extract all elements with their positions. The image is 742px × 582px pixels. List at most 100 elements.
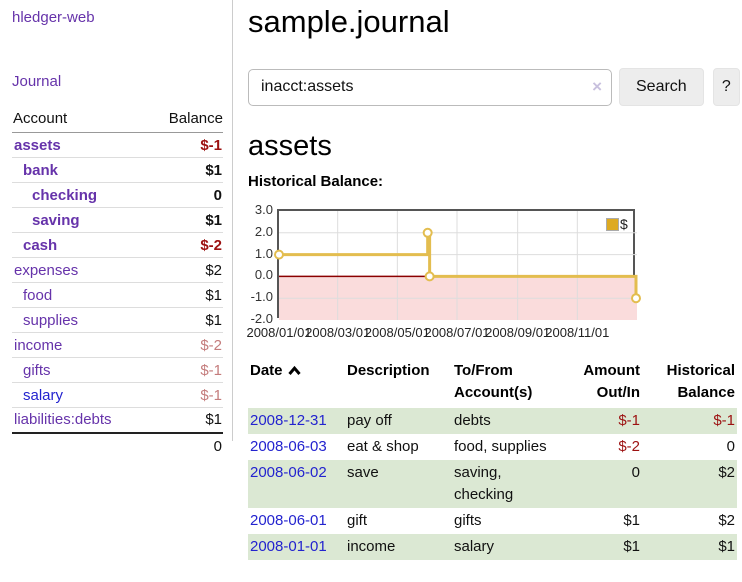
register-row: 2008-01-01 income salary $1 $1 xyxy=(248,534,737,560)
app-brand-link[interactable]: hledger-web xyxy=(12,9,95,26)
y-tick-label: 1.0 xyxy=(254,245,273,261)
register-row: 2008-12-31 pay off debts $-1 $-1 xyxy=(248,408,737,434)
legend-label: $ xyxy=(620,216,628,232)
transaction-accounts: gifts xyxy=(454,512,482,529)
account-balance: 0 xyxy=(147,182,223,208)
account-link-supplies[interactable]: supplies xyxy=(23,311,79,329)
account-link-salary[interactable]: salary xyxy=(23,386,64,404)
account-balance: $-1 xyxy=(147,357,223,383)
transaction-description: save xyxy=(347,464,379,481)
register-header-row: Date Description To/From Account(s) Amou… xyxy=(248,357,737,408)
y-tick-label: 0.0 xyxy=(254,267,273,283)
account-link-food[interactable]: food xyxy=(23,286,53,304)
register-table: Date Description To/From Account(s) Amou… xyxy=(248,357,737,560)
page-title: sample.journal xyxy=(248,4,450,39)
account-link-expenses[interactable]: expenses xyxy=(14,261,79,279)
account-row: expenses $2 xyxy=(12,257,223,283)
transaction-date-link[interactable]: 2008-12-31 xyxy=(250,412,327,429)
transaction-accounts: food, supplies xyxy=(454,438,547,455)
account-link-checking[interactable]: checking xyxy=(32,186,98,204)
legend-swatch-icon xyxy=(606,217,619,231)
transaction-balance: 0 xyxy=(726,438,735,455)
transaction-date-link[interactable]: 2008-06-02 xyxy=(250,464,327,481)
register-row: 2008-06-03 eat & shop food, supplies $-2… xyxy=(248,434,737,460)
account-row: cash $-2 xyxy=(12,232,223,258)
sidebar-item-journal[interactable]: Journal xyxy=(12,73,62,90)
account-row: supplies $1 xyxy=(12,307,223,333)
account-balance: $-2 xyxy=(147,332,223,358)
transaction-amount: $-1 xyxy=(618,412,640,429)
transaction-description: income xyxy=(347,538,396,555)
account-balance: $1 xyxy=(147,282,223,308)
transaction-date-link[interactable]: 2008-01-01 xyxy=(250,538,327,555)
historical-balance-chart: $ 3.0 2.0 1.0 0.0 -1.0 -2.0 2008/01/01 2008/03/… xyxy=(246,190,740,342)
transaction-accounts: salary xyxy=(454,538,495,555)
transaction-description: gift xyxy=(347,512,368,529)
accounts-header-row: Account Balance xyxy=(12,108,223,133)
account-row: bank $1 xyxy=(12,157,223,183)
y-tick-label: -2.0 xyxy=(250,311,273,326)
chart-plot-area xyxy=(274,209,641,320)
sidebar: hledger-web Journal Account Balance asse… xyxy=(0,0,233,459)
account-link-liabilities-debts[interactable]: liabilities:debts xyxy=(14,411,112,429)
chart-heading: Historical Balance: xyxy=(248,173,384,190)
account-row: checking 0 xyxy=(12,182,223,208)
accounts-total-row: 0 xyxy=(12,431,223,459)
y-tick-label: 2.0 xyxy=(254,223,273,239)
x-tick-label: 2008/09/01 xyxy=(485,325,551,340)
account-row: gifts $-1 xyxy=(12,357,223,383)
accounts-table: Account Balance assets $-1 bank $1 checkin… xyxy=(12,108,223,459)
account-row: salary $-1 xyxy=(12,382,223,408)
transaction-balance: $2 xyxy=(718,512,735,529)
transaction-amount: 0 xyxy=(631,464,640,481)
account-row: assets $-1 xyxy=(12,133,223,158)
transaction-date-link[interactable]: 2008-06-03 xyxy=(250,438,327,455)
account-balance: $1 xyxy=(147,307,223,333)
search-box: × xyxy=(248,68,612,106)
account-balance: $1 xyxy=(147,157,223,183)
account-link-assets[interactable]: assets xyxy=(14,136,61,154)
clear-search-icon[interactable]: × xyxy=(592,76,602,96)
transaction-accounts: debts xyxy=(454,412,491,429)
x-tick-label: 2008/11/01 xyxy=(545,325,610,340)
transaction-balance: $-1 xyxy=(713,412,735,429)
transaction-description: eat & shop xyxy=(347,438,419,455)
account-balance: $-1 xyxy=(200,136,222,154)
account-row: saving $1 xyxy=(12,207,223,233)
account-balance: $-1 xyxy=(147,382,223,408)
transaction-date-link[interactable]: 2008-06-01 xyxy=(250,512,327,529)
x-tick-label: 2008/03/01 xyxy=(305,325,371,340)
register-header-date[interactable]: Date xyxy=(248,357,345,408)
account-row: food $1 xyxy=(12,282,223,308)
y-tick-label: 3.0 xyxy=(254,202,273,217)
x-tick-label: 2008/05/01 xyxy=(364,325,430,340)
accounts-header-balance: Balance xyxy=(147,108,223,133)
account-link-bank[interactable]: bank xyxy=(23,161,59,179)
x-tick-label: 2008/01/01 xyxy=(246,325,312,340)
transaction-accounts: saving, checking xyxy=(454,464,514,503)
y-tick-label: -1.0 xyxy=(250,289,273,305)
account-balance: $-2 xyxy=(147,232,223,258)
transaction-balance: $2 xyxy=(718,464,735,481)
sort-asc-icon xyxy=(287,365,301,375)
account-link-income[interactable]: income xyxy=(14,336,63,354)
register-header-account: To/From Account(s) xyxy=(454,362,533,401)
account-balance: $1 xyxy=(147,207,223,233)
account-link-cash[interactable]: cash xyxy=(23,236,58,254)
account-row: liabilities:debts $1 xyxy=(12,407,223,433)
help-button[interactable]: ? xyxy=(712,68,740,106)
main-content: sample.journal × Search ? assets Histori… xyxy=(246,0,740,560)
transaction-description: pay off xyxy=(347,412,392,429)
account-row: income $-2 xyxy=(12,332,223,358)
chart-legend: $ xyxy=(606,216,628,232)
register-row: 2008-06-01 gift gifts $1 $2 xyxy=(248,508,737,534)
search-input[interactable] xyxy=(248,68,612,106)
search-button[interactable]: Search xyxy=(619,68,704,106)
account-link-gifts[interactable]: gifts xyxy=(23,361,51,379)
transaction-amount: $1 xyxy=(623,512,640,529)
accounts-total-value: 0 xyxy=(147,431,223,459)
account-link-saving[interactable]: saving xyxy=(32,211,80,229)
register-header-amount: Amount Out/In xyxy=(583,362,640,401)
transaction-balance: $1 xyxy=(718,538,735,555)
register-header-description: Description xyxy=(347,362,430,379)
